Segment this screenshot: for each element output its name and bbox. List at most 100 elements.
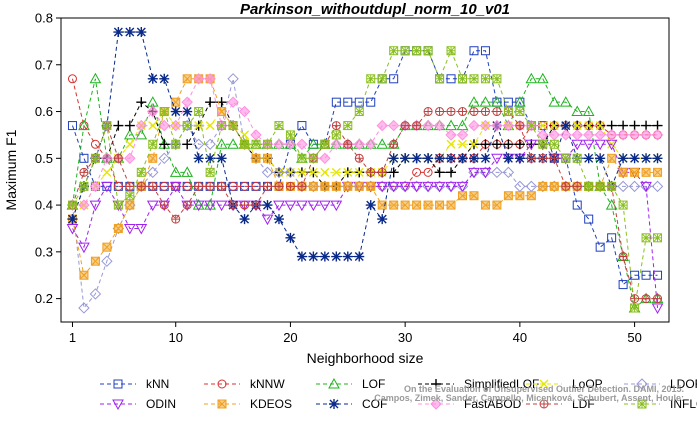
data-point-cof [583, 153, 594, 164]
data-point-inflo [549, 139, 559, 149]
data-point-simplifiedlof [446, 167, 457, 178]
data-point-simplifiedlof [514, 139, 525, 150]
data-point-inflo [389, 46, 399, 56]
data-point-lof [146, 96, 159, 107]
data-point-simplifiedlof [113, 120, 124, 131]
data-point-ldof [101, 255, 113, 267]
data-point-inflo [481, 74, 490, 84]
data-point-lof [78, 119, 90, 131]
x-tick-label: 20 [283, 330, 297, 345]
data-point-inflo [343, 121, 353, 130]
data-point-inflo [584, 182, 594, 191]
legend-swatch-marker [540, 400, 548, 408]
data-point-ldof [158, 152, 170, 165]
legend-item-ldof: LDOF [624, 377, 697, 391]
data-point-inflo [400, 46, 410, 56]
data-point-fastabod [158, 119, 170, 132]
data-point-loop [240, 130, 250, 140]
data-point-fastabod [617, 129, 629, 141]
data-point-inflo [653, 233, 662, 243]
data-point-ldf [252, 201, 261, 210]
data-point-ldf [125, 182, 134, 191]
data-point-ldf [332, 121, 341, 130]
data-point-odin [456, 181, 469, 193]
data-point-loop [549, 121, 559, 131]
data-point-inflo [503, 107, 513, 117]
legend-item-simplifiedlof: SimplifiedLOF [418, 377, 539, 391]
data-point-odin [296, 200, 308, 212]
data-point-inflo [171, 139, 181, 149]
data-point-cof [136, 27, 147, 38]
data-point-knn [79, 153, 89, 163]
data-point-inflo [538, 139, 548, 149]
data-point-inflo [572, 153, 582, 163]
data-point-inflo [67, 200, 77, 210]
data-point-inflo [561, 153, 571, 163]
data-point-cof [170, 106, 181, 117]
data-point-lof [135, 128, 148, 140]
data-point-ldf [194, 181, 204, 191]
legend-label: LDF [572, 397, 595, 411]
data-point-lof [89, 72, 102, 84]
data-point-cof [583, 153, 594, 164]
legend-label: kNN [146, 377, 169, 391]
legend-item-kdeos: KDEOS [204, 397, 292, 411]
data-point-cof [377, 214, 388, 225]
data-point-inflo [435, 74, 445, 84]
data-point-loop [584, 121, 594, 131]
y-tick-label: 0.7 [35, 57, 53, 72]
data-point-knnw [423, 167, 433, 177]
data-point-kdeos [503, 191, 513, 201]
data-point-cof [296, 251, 307, 262]
data-point-ldf [469, 107, 479, 117]
legend-label: COF [362, 397, 387, 411]
data-point-ldf [618, 252, 628, 262]
data-point-inflo [320, 139, 330, 149]
data-point-inflo [182, 121, 192, 130]
data-point-odin [296, 200, 308, 212]
data-point-inflo [607, 181, 617, 191]
data-point-kdeos [618, 167, 628, 177]
data-point-cof [147, 73, 158, 84]
data-point-fastabod [284, 138, 297, 150]
data-point-lof [548, 96, 561, 107]
data-point-fastabod [628, 129, 641, 141]
data-point-ldof [158, 152, 170, 165]
data-point-fastabod [135, 119, 148, 132]
data-point-ldof [89, 288, 102, 300]
data-point-ldf [286, 182, 295, 191]
legend-label: LDOF [670, 377, 697, 391]
data-point-kdeos [389, 200, 399, 210]
legend-swatch-marker [637, 399, 647, 409]
data-point-ldf [446, 107, 456, 117]
data-point-cof [652, 153, 663, 164]
data-point-knn [331, 97, 341, 107]
data-point-fastabod [479, 119, 492, 132]
data-point-odin [479, 167, 492, 179]
data-point-fastabod [387, 119, 400, 132]
data-point-inflo [263, 139, 272, 149]
data-point-ldf [262, 181, 272, 191]
legend-label: LOF [362, 377, 385, 391]
data-point-cof [239, 214, 250, 225]
data-point-lof [307, 138, 320, 149]
data-point-kdeos [354, 181, 364, 191]
data-point-fastabod [571, 129, 583, 141]
data-point-ldf [641, 294, 651, 304]
data-point-knn [595, 242, 605, 252]
data-point-cof [480, 153, 491, 164]
data-point-kdeos [148, 153, 158, 163]
data-point-knnw [228, 181, 238, 191]
data-point-inflo [125, 191, 135, 201]
data-point-odin [330, 200, 343, 212]
data-point-loop [446, 139, 456, 149]
data-point-ldf [492, 107, 501, 116]
y-tick-label: 0.6 [35, 104, 53, 119]
data-point-cof [388, 153, 399, 164]
data-point-cof [446, 153, 457, 164]
data-point-kdeos [262, 153, 272, 163]
data-point-inflo [102, 121, 112, 130]
data-point-odin [318, 200, 331, 212]
data-point-inflo [262, 139, 272, 149]
data-point-odin [387, 181, 400, 193]
